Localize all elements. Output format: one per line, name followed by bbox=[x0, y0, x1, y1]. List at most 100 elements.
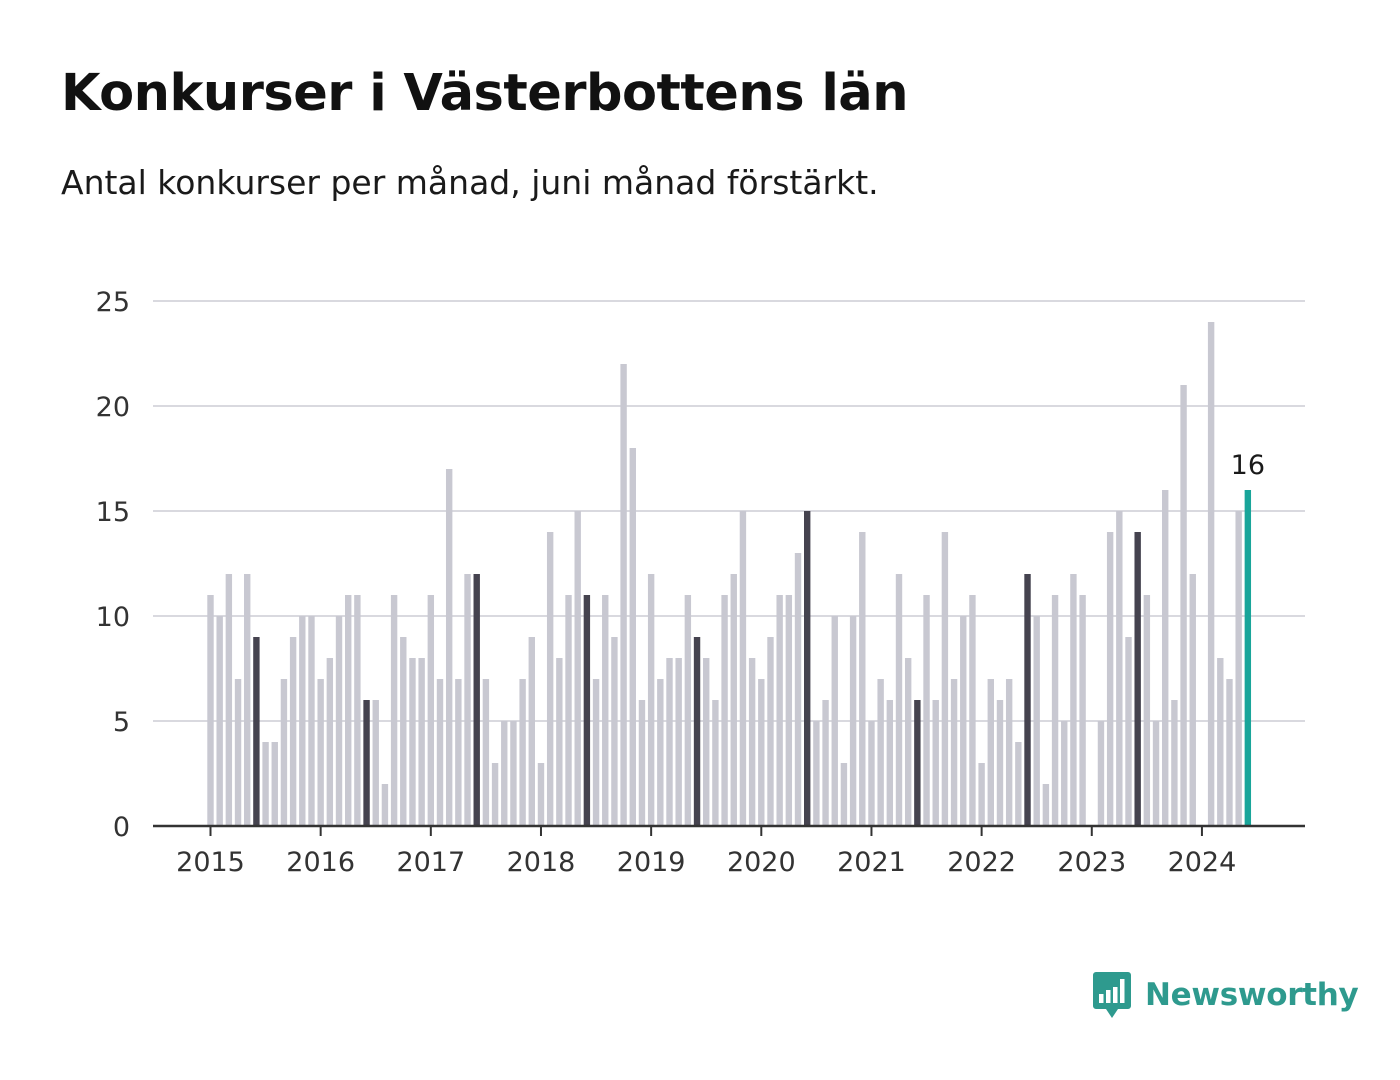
bar-june bbox=[583, 595, 591, 826]
x-tick-label: 2023 bbox=[1057, 847, 1126, 878]
bar-chart-speech-bubble-icon bbox=[1093, 972, 1131, 1018]
bar bbox=[491, 763, 499, 826]
y-tick-label: 20 bbox=[96, 392, 130, 423]
bar bbox=[638, 700, 646, 826]
bar bbox=[886, 700, 894, 826]
bar bbox=[1217, 658, 1224, 826]
y-tick-label: 5 bbox=[113, 707, 130, 738]
bar bbox=[794, 553, 802, 826]
bar bbox=[629, 448, 636, 826]
bar bbox=[996, 700, 1004, 826]
bar-june bbox=[1024, 574, 1031, 826]
bar bbox=[730, 574, 737, 826]
x-axis bbox=[153, 824, 1305, 836]
bar bbox=[739, 511, 747, 826]
bar bbox=[1207, 322, 1215, 826]
bar bbox=[381, 784, 389, 826]
x-tick-label: 2020 bbox=[727, 847, 796, 878]
bar bbox=[868, 721, 875, 826]
bar bbox=[978, 763, 985, 826]
bar bbox=[445, 469, 453, 826]
bar bbox=[1162, 490, 1169, 826]
bar bbox=[703, 658, 710, 826]
bar bbox=[335, 616, 343, 826]
bar bbox=[372, 700, 379, 826]
bar bbox=[684, 595, 692, 826]
bar bbox=[1180, 385, 1187, 826]
x-tick-label: 2021 bbox=[837, 847, 906, 878]
bar bbox=[840, 763, 848, 826]
bar bbox=[1152, 721, 1160, 826]
bar bbox=[620, 364, 627, 826]
gridlines bbox=[153, 300, 1305, 722]
bar-june bbox=[804, 511, 811, 826]
bar bbox=[427, 595, 435, 826]
x-tick-label: 2015 bbox=[176, 847, 245, 878]
bar bbox=[1125, 637, 1132, 826]
bar bbox=[574, 511, 581, 826]
bar bbox=[1061, 721, 1068, 826]
y-tick-label: 10 bbox=[96, 602, 130, 633]
bar bbox=[969, 595, 976, 826]
bar bbox=[345, 595, 352, 826]
bar bbox=[1079, 595, 1086, 826]
bar bbox=[923, 595, 930, 826]
bar bbox=[647, 574, 655, 826]
bar-june bbox=[914, 700, 921, 826]
bar bbox=[326, 658, 334, 826]
bar bbox=[1051, 595, 1059, 826]
bar-latest bbox=[1244, 490, 1252, 826]
bar bbox=[418, 658, 425, 826]
bar bbox=[904, 658, 912, 826]
brand-name: Newsworthy bbox=[1145, 977, 1359, 1013]
bar bbox=[859, 532, 866, 826]
bar bbox=[565, 595, 572, 826]
bar bbox=[390, 595, 398, 826]
bar bbox=[758, 679, 765, 826]
bar bbox=[400, 637, 407, 826]
bar bbox=[1171, 700, 1178, 826]
bar bbox=[482, 679, 490, 826]
bar bbox=[831, 616, 838, 826]
bar-june bbox=[693, 637, 701, 826]
bar bbox=[207, 595, 214, 826]
bar bbox=[611, 637, 618, 826]
bar bbox=[813, 721, 820, 826]
bar-june bbox=[473, 574, 480, 826]
x-tick-label: 2019 bbox=[617, 847, 686, 878]
bar bbox=[528, 637, 535, 826]
bar bbox=[234, 679, 242, 826]
y-tick-label: 15 bbox=[96, 497, 130, 528]
bar bbox=[1235, 511, 1242, 826]
labels: 0 5 10 15 20 25 2015 2016 2017 2018 2019 2020 2021 20… bbox=[96, 287, 1265, 878]
bar bbox=[666, 658, 673, 826]
bar bbox=[464, 574, 471, 826]
bar bbox=[1189, 574, 1196, 826]
latest-value-label: 16 bbox=[1231, 450, 1265, 481]
bar bbox=[592, 679, 600, 826]
bar bbox=[1033, 616, 1040, 826]
bar bbox=[216, 616, 223, 826]
chart-subtitle: Antal konkurser per månad, juni månad fö… bbox=[61, 163, 879, 202]
bar bbox=[244, 574, 251, 826]
bar bbox=[280, 679, 288, 826]
y-tick-label: 25 bbox=[96, 287, 130, 318]
bar bbox=[317, 679, 324, 826]
bar bbox=[308, 616, 315, 826]
bar bbox=[748, 658, 756, 826]
x-tick-label: 2024 bbox=[1168, 847, 1237, 878]
bar bbox=[712, 700, 719, 826]
bar bbox=[262, 742, 269, 826]
bar bbox=[941, 532, 949, 826]
bar bbox=[776, 595, 783, 826]
bar bbox=[767, 637, 774, 826]
bar bbox=[501, 721, 508, 826]
bar bbox=[1070, 574, 1077, 826]
bar bbox=[1143, 595, 1151, 826]
bar bbox=[299, 616, 306, 826]
bar bbox=[877, 679, 884, 826]
bar bbox=[987, 679, 994, 826]
bar-june bbox=[1134, 532, 1141, 826]
bar bbox=[657, 679, 664, 826]
